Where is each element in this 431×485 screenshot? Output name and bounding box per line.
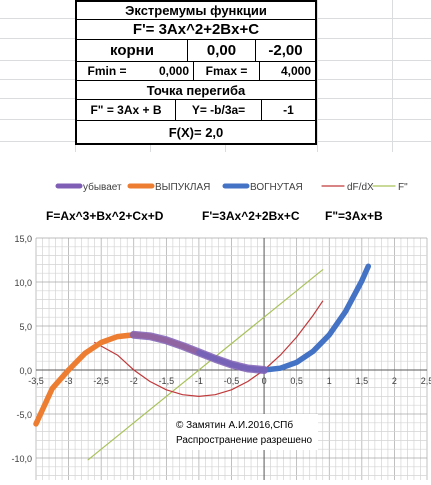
table-row: Точка перегиба [77, 81, 315, 100]
y-tick-label: 5,0 [19, 322, 32, 332]
table-row: F'= 3Ax^2+2Bx+C [77, 20, 315, 40]
x-tick-label: -1 [195, 376, 203, 386]
grid-column-line [392, 0, 393, 152]
x-tick-label: 1 [327, 376, 332, 386]
second-derivative-formula: F" = 3Ax + B [90, 103, 162, 117]
fmin-label: Fmin = [87, 64, 127, 78]
x-tick-label: -3,5 [28, 376, 44, 386]
x-tick-label: -2,5 [93, 376, 109, 386]
fx-value[interactable]: F(X)= 2,0 [168, 124, 224, 140]
root-2-cell[interactable]: -2,00 [255, 40, 315, 61]
table-row: Экстремумы функции [77, 2, 315, 20]
inflection-title: Точка перегиба [146, 82, 246, 98]
fmin-value[interactable]: 0,000 [158, 64, 189, 78]
grid-column-line [317, 0, 318, 152]
annotation-box [168, 414, 318, 450]
formula-header: F'=3Ax^2+2Bx+C [202, 209, 300, 223]
x-tick-label: 2,5 [421, 376, 431, 386]
formula-header: F=Ax^3+Bx^2+Cx+D [46, 209, 164, 223]
y-tick-label: 0,0 [19, 366, 32, 376]
spreadsheet-area: Экстремумы функции F'= 3Ax^2+2Bx+C корни… [0, 0, 431, 152]
table-title: Экстремумы функции [125, 3, 267, 18]
formula-header: F"=3Ax+B [325, 209, 383, 223]
chart-area: убывает ВЫПУКЛАЯ ВОГНУТАЯ dF/dX F" F=Ax^3+Bx… [0, 170, 431, 480]
fmax-label: Fmax = [193, 62, 259, 80]
inflection-formula: Y= -b/3a= [175, 100, 261, 120]
x-tick-label: -2 [130, 376, 138, 386]
annotation-line: Распространение разрешено [176, 435, 312, 446]
table-row: корни 0,00 -2,00 [77, 40, 315, 62]
table-row: F(X)= 2,0 [77, 121, 315, 143]
x-tick-label: 2 [392, 376, 397, 386]
root-1-cell[interactable]: 0,00 [187, 40, 255, 61]
y-tick-label: 10,0 [14, 278, 32, 288]
formula-headers: F=Ax^3+Bx^2+Cx+D F'=3Ax^2+2Bx+C F"=3Ax+B [46, 209, 383, 223]
legend-label: ВЫПУКЛАЯ [155, 182, 210, 193]
fmax-value[interactable]: 4,000 [259, 62, 315, 80]
x-tick-label: 0 [262, 376, 267, 386]
x-tick-label: -3 [65, 376, 73, 386]
y-tick-label: 15,0 [14, 234, 32, 244]
plot-grid [35, 237, 428, 480]
roots-label[interactable]: корни [110, 42, 154, 59]
legend-label: dF/dX [347, 182, 374, 193]
legend-label: ВОГНУТАЯ [250, 182, 303, 193]
extremum-table: Экстремумы функции F'= 3Ax^2+2Bx+C корни… [75, 0, 317, 145]
series-dfdx [94, 300, 324, 397]
legend-label: F" [398, 182, 408, 193]
inflection-value[interactable]: -1 [261, 100, 315, 120]
y-tick-label: -10,0 [11, 454, 32, 464]
axis-ticks: 15,0 10,0 5,0 0,0 -5,0 -10,0 -3,5 -3 -2,5 -2 -1,5 -… [11, 234, 431, 464]
plot-series [33, 263, 372, 461]
table-row: Fmin = 0,000 Fmax = 4,000 [77, 62, 315, 81]
table-row: F" = 3Ax + B Y= -b/3a= -1 [77, 100, 315, 121]
x-tick-label: -1,5 [159, 376, 175, 386]
derivative-formula: F'= 3Ax^2+2Bx+C [132, 21, 260, 38]
series-f-second [87, 269, 324, 461]
x-tick-label: 1,5 [356, 376, 369, 386]
chart-legend: убывает ВЫПУКЛАЯ ВОГНУТАЯ dF/dX F" [55, 181, 408, 193]
legend-label: убывает [83, 181, 122, 193]
x-tick-label: 0,5 [290, 376, 303, 386]
series-decreasing [129, 330, 269, 374]
annotation-line: © Замятин А.И.2016,СПб [176, 419, 293, 431]
copyright-annotation: © Замятин А.И.2016,СПб Распространение ра… [168, 414, 318, 450]
x-tick-label: -0,5 [224, 376, 240, 386]
y-tick-label: -5,0 [16, 410, 32, 420]
function-chart: убывает ВЫПУКЛАЯ ВОГНУТАЯ dF/dX F" F=Ax^3+Bx… [0, 170, 431, 480]
